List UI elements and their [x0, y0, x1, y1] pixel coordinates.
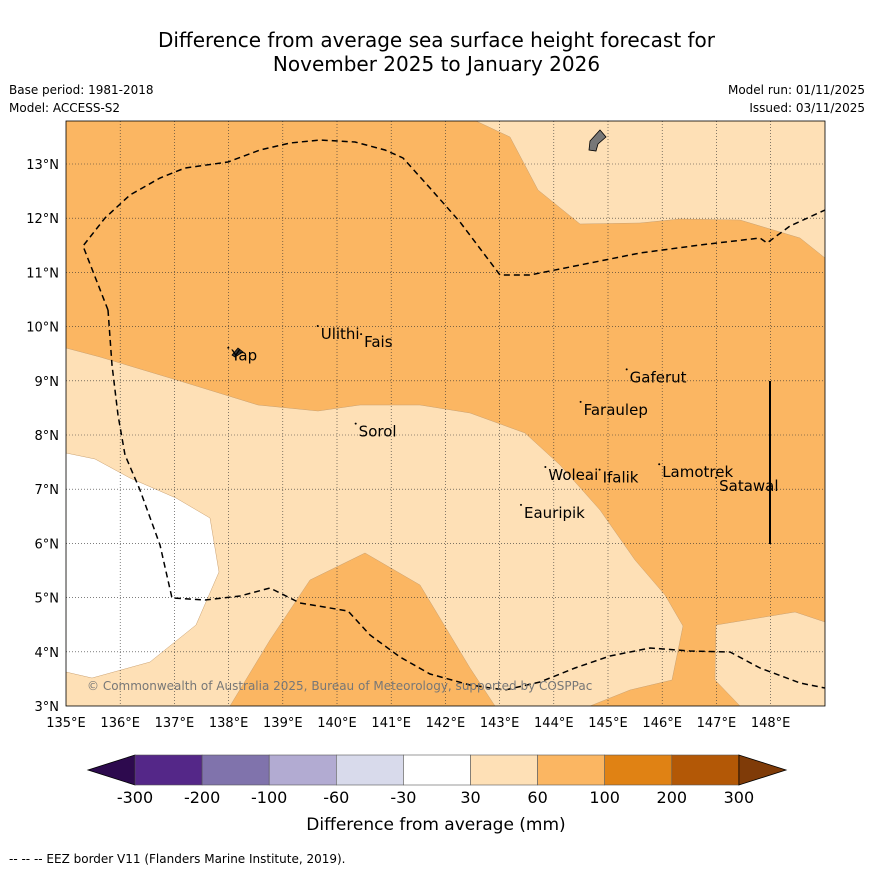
lon-tick-label: 135°E	[46, 716, 86, 731]
place-label: Lamotrek	[662, 463, 733, 481]
place-label: Sorol	[359, 423, 397, 441]
eez-footer-note: -- -- -- EEZ border V11 (Flanders Marine…	[9, 852, 346, 866]
lat-tick-label: 6°N	[35, 537, 60, 552]
lat-tick-label: 11°N	[26, 266, 59, 281]
anomaly-30-60-central	[66, 347, 684, 706]
anomaly-30-60-northeast	[475, 121, 825, 259]
place-marker	[579, 400, 582, 403]
colorbar-tick-label: -300	[117, 788, 153, 807]
lon-tick-label: 143°E	[480, 716, 520, 731]
lat-tick-label: 5°N	[35, 592, 60, 607]
lat-tick-label: 3°N	[35, 700, 60, 715]
place-marker	[544, 465, 547, 468]
lat-tick-label: 12°N	[26, 212, 59, 227]
place-label: Yap	[230, 347, 257, 365]
colorbar-bin	[134, 754, 203, 786]
lon-tick-label: 148°E	[751, 716, 791, 731]
colorbar-bin	[201, 754, 270, 786]
graticule	[66, 121, 825, 706]
colorbar-under-arrow	[86, 754, 136, 786]
place-marker	[598, 468, 601, 471]
lat-tick-label: 8°N	[35, 429, 60, 444]
colorbar-tick-label: 300	[724, 788, 755, 807]
eez-border-south	[107, 309, 825, 691]
place-label: Faraulep	[584, 401, 648, 419]
lat-tick-label: 10°N	[26, 321, 59, 336]
title-line-2: November 2025 to January 2026	[272, 52, 601, 76]
colorbar-bin	[537, 754, 605, 786]
anomaly-near-zero-west	[66, 452, 220, 679]
place-marker	[227, 346, 230, 349]
lon-tick-label: 137°E	[155, 716, 195, 731]
place-marker	[715, 476, 718, 479]
lon-tick-label: 146°E	[642, 716, 682, 731]
colorbar-tick-label: -100	[251, 788, 287, 807]
lon-tick-label: 136°E	[100, 716, 140, 731]
colorbar-tick-label: 200	[657, 788, 688, 807]
place-label: Fais	[364, 333, 393, 351]
yap-land	[231, 347, 244, 358]
lon-tick-label: 139°E	[263, 716, 303, 731]
lon-tick-label: 145°E	[588, 716, 628, 731]
lon-tick-label: 142°E	[426, 716, 466, 731]
guam-land	[588, 129, 607, 152]
place-label: Eauripik	[524, 504, 585, 522]
meta-right: Model run: 01/11/2025 Issued: 03/11/2025	[728, 81, 865, 117]
colorbar-tick-label: 30	[460, 788, 480, 807]
lat-tick-label: 13°N	[26, 158, 59, 173]
colorbar-bin	[335, 754, 404, 786]
colorbar-over-arrow	[738, 754, 788, 786]
place-marker	[354, 422, 357, 425]
colorbar-bin	[671, 754, 740, 786]
eez-border-west	[82, 139, 825, 311]
colorbar-bin	[268, 754, 337, 786]
colorbar: -300 -200 -100 -60 -30 30 60 100 200 300	[86, 754, 788, 807]
colorbar-tick-label: 100	[589, 788, 620, 807]
map-frame	[65, 120, 826, 707]
place-label: Woleai	[548, 466, 598, 484]
colorbar-bin	[604, 754, 673, 786]
place-label: Satawal	[719, 477, 778, 495]
colorbar-tick-label: -60	[323, 788, 349, 807]
title-line-1: Difference from average sea surface heig…	[157, 28, 716, 52]
copyright-text: © Commonwealth of Australia 2025, Bureau…	[87, 679, 592, 693]
lat-tick-label: 9°N	[35, 375, 60, 390]
model-run: Model run: 01/11/2025	[727, 83, 865, 97]
place-marker	[316, 325, 319, 328]
place-label: Ifalik	[603, 469, 639, 487]
colorbar-bin	[470, 754, 538, 786]
lon-tick-label: 140°E	[317, 716, 357, 731]
place-label: Gaferut	[630, 368, 687, 386]
model-name: Model: ACCESS-S2	[9, 101, 121, 115]
base-period: Base period: 1981-2018	[9, 83, 154, 97]
place-marker	[625, 368, 628, 371]
place-marker	[519, 503, 522, 506]
lon-tick-label: 147°E	[697, 716, 737, 731]
chart-title: Difference from average sea surface heig…	[0, 28, 873, 76]
axis-labels: 135°E 136°E 137°E 138°E 139°E 140°E 141°E 142°E…	[26, 158, 790, 731]
place-marker	[360, 333, 363, 336]
issued-date: Issued: 03/11/2025	[749, 101, 865, 115]
lon-tick-label: 138°E	[209, 716, 249, 731]
lat-tick-label: 7°N	[35, 483, 60, 498]
colorbar-tick-label: 60	[527, 788, 547, 807]
place-marker	[658, 463, 661, 466]
anomaly-30-60-southeast	[714, 611, 825, 706]
meta-left: Base period: 1981-2018 Model: ACCESS-S2	[9, 81, 154, 117]
place-labels: Yap Ulithi Fais Gaferut Faraulep Sorol Lamotre…	[227, 325, 779, 522]
place-label: Ulithi	[321, 325, 360, 343]
colorbar-tick-label: -200	[184, 788, 220, 807]
colorbar-tick-label: -30	[390, 788, 416, 807]
lat-tick-label: 4°N	[35, 646, 60, 661]
map-fill: Yap Ulithi Fais Gaferut Faraulep Sorol Lamotre…	[66, 121, 825, 706]
colorbar-label: Difference from average (mm)	[306, 815, 565, 835]
lon-tick-label: 141°E	[371, 716, 411, 731]
lon-tick-label: 144°E	[534, 716, 574, 731]
colorbar-bin	[403, 754, 471, 786]
